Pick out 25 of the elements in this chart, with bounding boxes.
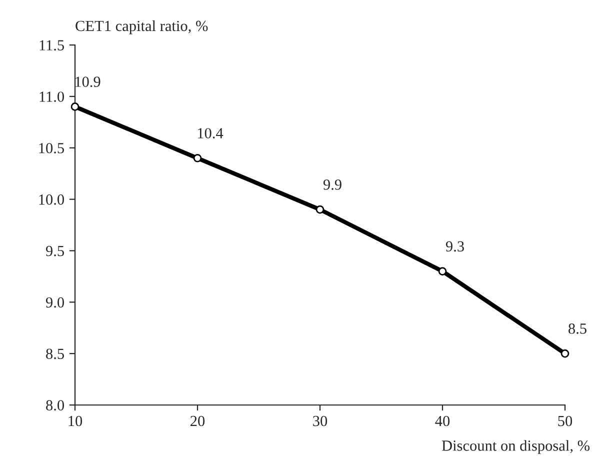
data-label: 9.3 (446, 241, 464, 252)
x-tick-label: 30 (313, 416, 328, 426)
point (560, 349, 570, 358)
y-tick-label: 10.5 (39, 143, 64, 154)
data-label: 10.4 (198, 128, 224, 138)
x-tick-label: 10 (68, 416, 82, 426)
data-label: 10.9 (75, 76, 100, 88)
y-tick-label: 9.5 (46, 246, 64, 256)
data-label: 9.9 (323, 180, 342, 190)
y-tick-label: 8.5 (46, 348, 64, 360)
y-tick-label: 9.0 (46, 297, 64, 308)
y-axis-title: CET1 capital ratio, % (76, 20, 208, 34)
point (438, 267, 447, 276)
point (70, 102, 80, 111)
y-tick-label: 8.0 (46, 400, 64, 411)
y-tick-label: 11.0 (40, 92, 64, 102)
x-tick-label: 20 (190, 416, 205, 426)
x-tick-label: 50 (558, 416, 572, 426)
x-axis-title: Discount on disposal, % (442, 440, 590, 454)
point (193, 154, 202, 162)
y-tick-label: 11.5 (40, 40, 64, 51)
data-label: 8.5 (568, 323, 586, 334)
point (316, 205, 324, 214)
x-tick-label: 40 (435, 416, 450, 426)
y-tick-label: 10.0 (39, 194, 64, 205)
